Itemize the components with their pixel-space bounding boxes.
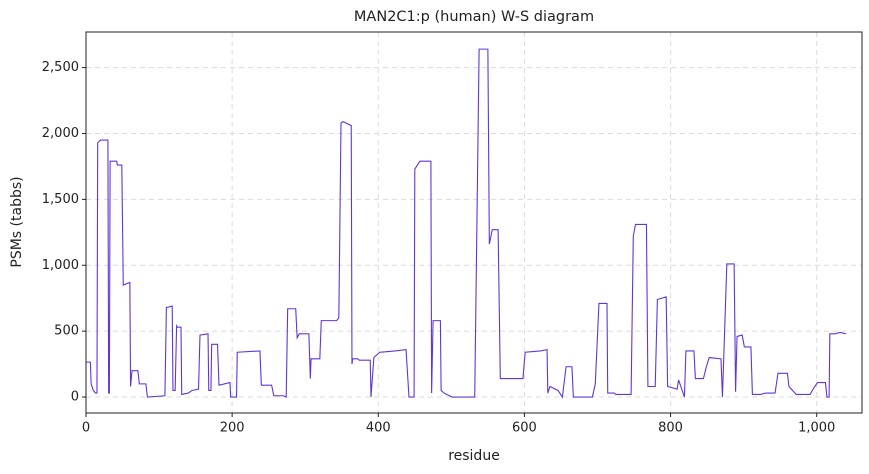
x-tick-label: 600: [512, 421, 537, 436]
y-tick-label: 2,500: [42, 60, 79, 75]
y-tick-label: 1,000: [42, 258, 79, 273]
x-axis-label: residue: [448, 448, 500, 464]
y-tick-label: 2,000: [42, 126, 79, 141]
x-tick-label: 800: [658, 421, 683, 436]
y-tick-label: 500: [54, 324, 79, 339]
y-tick-label: 0: [71, 390, 79, 405]
y-tick-label: 1,500: [42, 192, 79, 207]
plot-frame: [85, 31, 863, 414]
chart-title: MAN2C1:p (human) W-S diagram: [354, 9, 594, 25]
x-tick-label: 400: [366, 421, 391, 436]
x-tick-label: 0: [82, 421, 90, 436]
y-axis-label: PSMs (tabbs): [9, 176, 25, 267]
x-tick-label: 200: [220, 421, 245, 436]
data-line: [86, 48, 847, 399]
x-tick-label: 1,000: [798, 421, 835, 436]
